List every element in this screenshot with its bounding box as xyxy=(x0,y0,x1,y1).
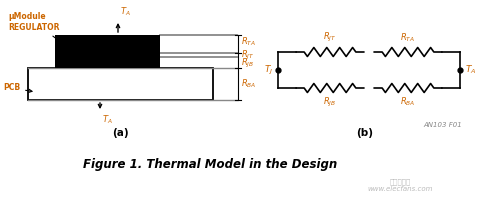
Text: (b): (b) xyxy=(357,128,374,138)
Text: $T_J$: $T_J$ xyxy=(264,64,273,77)
Bar xyxy=(28,68,213,100)
Bar xyxy=(55,35,160,68)
Text: PCB: PCB xyxy=(3,84,32,92)
Text: $T_A$: $T_A$ xyxy=(102,113,113,126)
Text: $T_A$: $T_A$ xyxy=(465,64,476,76)
Text: 电子发烧友
www.elecfans.com: 电子发烧友 www.elecfans.com xyxy=(367,178,433,192)
Text: AN103 F01: AN103 F01 xyxy=(423,122,462,128)
Text: μModule
REGULATOR: μModule REGULATOR xyxy=(8,12,70,49)
Text: $R_{JT}$: $R_{JT}$ xyxy=(241,49,254,62)
Text: $R_{JT}$: $R_{JT}$ xyxy=(323,31,337,44)
Text: $R_{JB}$: $R_{JB}$ xyxy=(323,96,336,109)
Text: $R_{TA}$: $R_{TA}$ xyxy=(401,31,415,44)
Text: Figure 1. Thermal Model in the Design: Figure 1. Thermal Model in the Design xyxy=(83,158,337,171)
Text: $T_A$: $T_A$ xyxy=(120,5,131,18)
Text: $R_{TA}$: $R_{TA}$ xyxy=(241,36,256,48)
Text: $R_{BA}$: $R_{BA}$ xyxy=(241,78,256,90)
Text: $R_{JB}$: $R_{JB}$ xyxy=(241,57,254,70)
Text: $R_{BA}$: $R_{BA}$ xyxy=(400,96,416,108)
Text: (a): (a) xyxy=(112,128,128,138)
